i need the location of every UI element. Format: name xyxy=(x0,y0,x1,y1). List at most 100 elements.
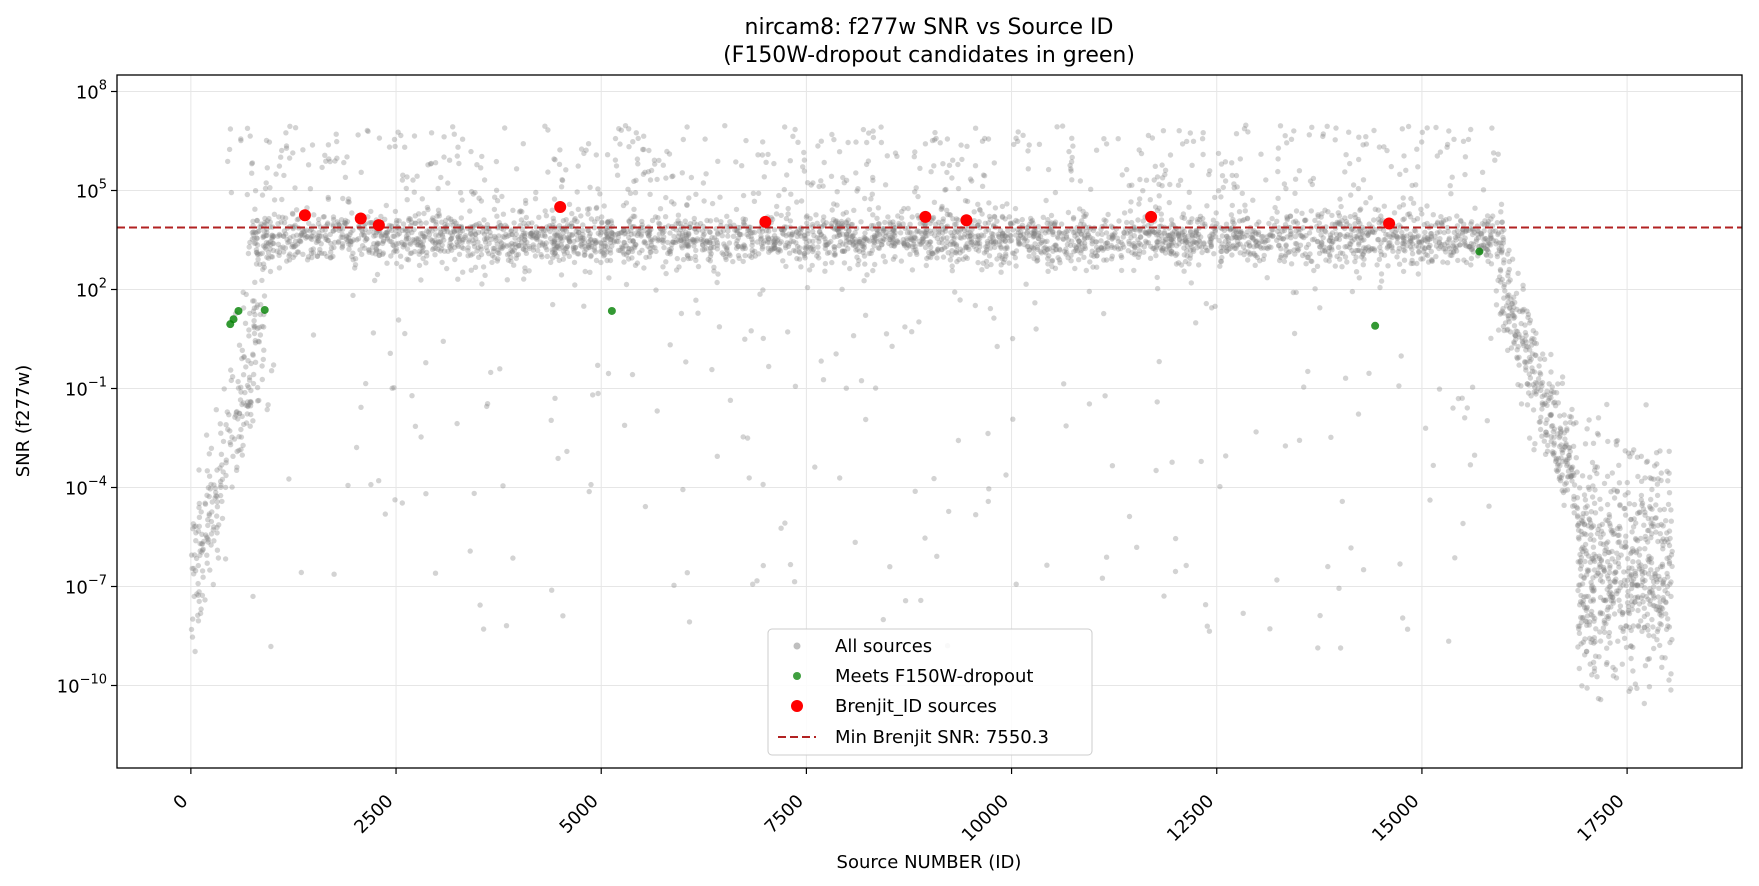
scatter-point-all-sources xyxy=(1425,244,1432,251)
scatter-point-all-sources xyxy=(208,518,215,525)
scatter-point-all-sources xyxy=(1620,626,1626,632)
scatter-point-all-sources xyxy=(189,634,196,640)
scatter-point-all-sources xyxy=(254,249,260,256)
scatter-point-all-sources xyxy=(1548,351,1554,358)
scatter-point-all-sources xyxy=(851,207,857,213)
scatter-point-all-sources xyxy=(1352,214,1359,221)
scatter-point-all-sources xyxy=(620,227,627,234)
scatter-point-all-sources xyxy=(1109,244,1115,250)
scatter-point-all-sources xyxy=(1355,216,1361,223)
scatter-point-all-sources xyxy=(662,214,669,220)
scatter-point-all-sources xyxy=(601,203,607,209)
scatter-point-all-sources xyxy=(862,235,868,241)
scatter-point-all-sources xyxy=(344,154,350,160)
scatter-point-all-sources xyxy=(457,190,464,196)
scatter-point-all-sources xyxy=(919,236,925,242)
scatter-point-all-sources xyxy=(1335,210,1342,216)
scatter-point-all-sources xyxy=(805,249,811,255)
scatter-point-all-sources xyxy=(895,213,901,219)
scatter-point-all-sources xyxy=(308,233,315,239)
scatter-point-all-sources xyxy=(544,247,550,253)
scatter-point-all-sources xyxy=(597,239,604,246)
scatter-point-all-sources xyxy=(628,231,634,237)
scatter-point-all-sources xyxy=(1424,239,1431,245)
scatter-point-all-sources xyxy=(276,249,283,256)
scatter-point-all-sources xyxy=(1384,245,1391,251)
scatter-point-all-sources xyxy=(217,492,224,499)
scatter-point-all-sources xyxy=(1032,241,1038,247)
scatter-point-all-sources xyxy=(714,240,721,246)
scatter-point-all-sources xyxy=(236,447,242,454)
scatter-point-all-sources xyxy=(1187,130,1194,136)
scatter-point-all-sources xyxy=(250,352,256,358)
scatter-point-all-sources xyxy=(292,125,299,131)
scatter-point-all-sources xyxy=(1292,251,1298,257)
scatter-point-all-sources xyxy=(1292,240,1299,247)
scatter-point-all-sources xyxy=(193,538,199,544)
scatter-point-all-sources xyxy=(1063,423,1069,429)
scatter-point-all-sources xyxy=(261,264,267,271)
scatter-point-all-sources xyxy=(1666,528,1673,534)
scatter-point-all-sources xyxy=(784,240,790,246)
scatter-point-all-sources xyxy=(1619,661,1626,667)
scatter-point-all-sources xyxy=(259,250,265,256)
scatter-point-all-sources xyxy=(1404,626,1411,632)
scatter-point-all-sources xyxy=(303,235,309,241)
scatter-point-all-sources xyxy=(1371,127,1377,134)
scatter-point-all-sources xyxy=(1504,251,1511,257)
scatter-point-all-sources xyxy=(246,327,252,333)
scatter-point-all-sources xyxy=(418,277,424,283)
scatter-point-all-sources xyxy=(1453,243,1460,249)
scatter-point-all-sources xyxy=(949,252,955,258)
scatter-point-all-sources xyxy=(1129,250,1135,256)
scatter-point-all-sources xyxy=(996,252,1003,258)
scatter-point-all-sources xyxy=(654,176,660,183)
scatter-point-all-sources xyxy=(1492,228,1499,234)
scatter-point-all-sources xyxy=(1422,234,1428,240)
scatter-point-all-sources xyxy=(632,262,639,268)
scatter-point-all-sources xyxy=(508,258,514,265)
scatter-point-all-sources xyxy=(831,201,837,207)
scatter-point-all-sources xyxy=(685,243,692,250)
scatter-point-all-sources xyxy=(555,455,561,462)
scatter-point-all-sources xyxy=(604,152,611,158)
scatter-point-all-sources xyxy=(927,220,933,227)
scatter-point-all-sources xyxy=(1436,245,1442,252)
scatter-point-all-sources xyxy=(1460,138,1467,144)
scatter-point-all-sources xyxy=(1590,544,1597,550)
scatter-point-all-sources xyxy=(766,249,772,255)
scatter-point-all-sources xyxy=(1081,213,1087,219)
scatter-point-all-sources xyxy=(1579,473,1586,479)
scatter-point-all-sources xyxy=(1328,235,1334,241)
scatter-point-all-sources xyxy=(874,215,880,221)
scatter-point-all-sources xyxy=(1389,245,1395,251)
scatter-point-all-sources xyxy=(829,259,835,266)
scatter-point-all-sources xyxy=(1104,240,1110,246)
scatter-point-all-sources xyxy=(534,234,540,241)
scatter-point-all-sources xyxy=(1241,251,1247,258)
scatter-point-all-sources xyxy=(493,158,500,165)
scatter-point-all-sources xyxy=(223,422,229,428)
scatter-point-all-sources xyxy=(595,362,601,368)
scatter-point-all-sources xyxy=(552,233,558,239)
scatter-point-all-sources xyxy=(558,184,565,190)
scatter-point-all-sources xyxy=(529,220,535,226)
scatter-point-all-sources xyxy=(521,276,527,282)
scatter-point-all-sources xyxy=(1244,215,1251,221)
scatter-point-all-sources xyxy=(388,223,394,229)
scatter-point-all-sources xyxy=(1571,510,1577,516)
scatter-point-all-sources xyxy=(923,228,930,234)
scatter-point-all-sources xyxy=(1276,225,1282,231)
scatter-point-all-sources xyxy=(845,228,852,234)
scatter-point-all-sources xyxy=(530,233,537,240)
scatter-point-all-sources xyxy=(328,245,335,251)
scatter-point-all-sources xyxy=(1323,229,1329,235)
scatter-point-all-sources xyxy=(879,242,885,248)
scatter-point-all-sources xyxy=(629,371,636,378)
scatter-point-all-sources xyxy=(685,253,691,259)
scatter-point-all-sources xyxy=(1179,214,1185,221)
scatter-point-all-sources xyxy=(277,245,284,251)
scatter-point-all-sources xyxy=(431,245,437,251)
scatter-point-all-sources xyxy=(1239,190,1246,196)
scatter-point-all-sources xyxy=(996,242,1002,248)
